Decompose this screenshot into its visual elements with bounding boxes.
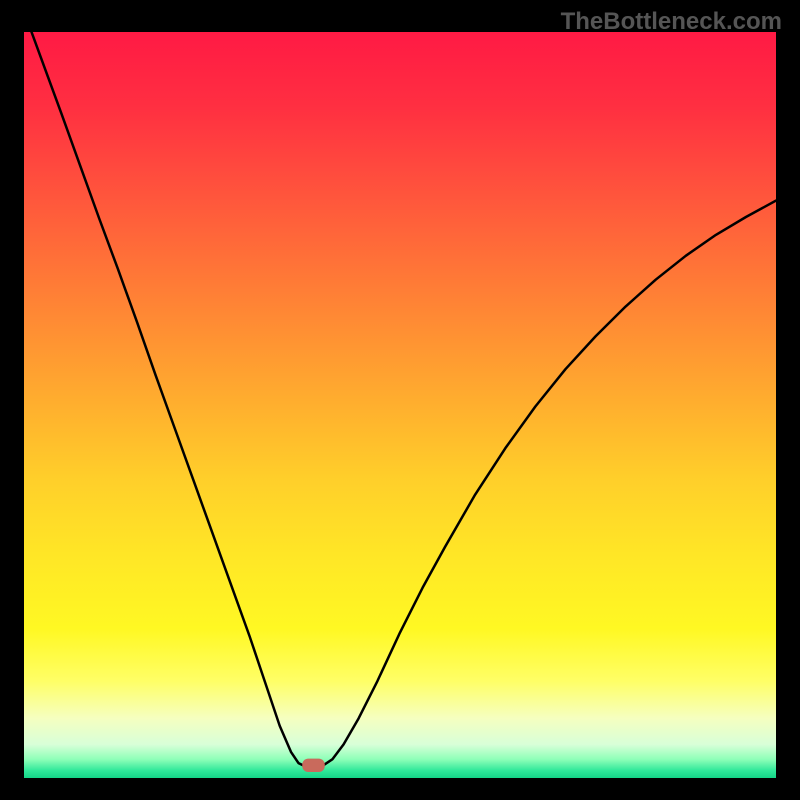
watermark-text: TheBottleneck.com [561, 8, 782, 36]
chart-plot-area [24, 32, 776, 778]
gradient-background [24, 32, 776, 778]
minimum-marker [302, 759, 325, 772]
chart-svg [24, 32, 776, 778]
